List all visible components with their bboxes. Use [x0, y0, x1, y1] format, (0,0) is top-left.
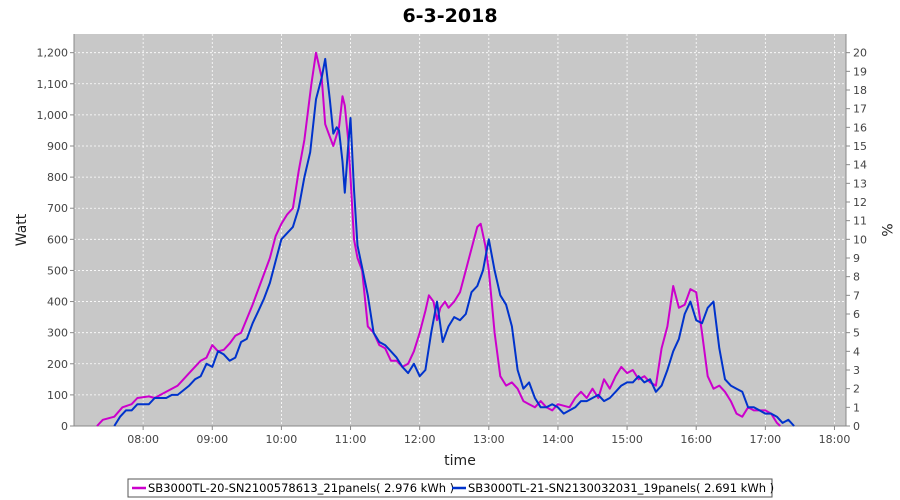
y2-tick-label: 15: [853, 140, 867, 153]
x-tick-label: 13:00: [473, 433, 505, 446]
legend-label-series-2: SB3000TL-21-SN2130032031_19panels( 2.691…: [468, 481, 774, 495]
y2-tick-label: 18: [853, 84, 867, 97]
y-tick-label: 1,100: [37, 78, 69, 91]
y-axis-label: Watt: [14, 213, 30, 246]
y2-tick-label: 8: [853, 271, 860, 284]
x-tick-label: 11:00: [335, 433, 367, 446]
y2-tick-label: 19: [853, 65, 867, 78]
y2-tick-label: 1: [853, 401, 860, 414]
y2-tick-label: 12: [853, 196, 867, 209]
chart-title: 6-3-2018: [402, 5, 497, 27]
x-tick-label: 16:00: [680, 433, 712, 446]
legend-box: [127, 478, 773, 498]
y-tick-label: 400: [47, 296, 68, 309]
y2-tick-label: 9: [853, 252, 860, 265]
series-line-1: [96, 51, 781, 427]
y-tick-label: 200: [47, 358, 68, 371]
x-axis-label: time: [444, 453, 476, 469]
y-tick-label: 300: [47, 327, 68, 340]
y-tick-label: 100: [47, 389, 68, 402]
y-tick-label: 0: [61, 420, 68, 433]
plot-area: [74, 34, 846, 426]
grid: [74, 34, 846, 427]
y-tick-label: 1,000: [37, 109, 69, 122]
y2-tick-label: 4: [853, 345, 860, 358]
y-tick-label: 600: [47, 233, 68, 246]
y2-tick-label: 7: [853, 289, 860, 302]
x-tick-label: 18:00: [819, 433, 851, 446]
x-tick-label: 10:00: [266, 433, 298, 446]
x-tick-label: 08:00: [127, 433, 159, 446]
series-layer: [96, 51, 795, 427]
y-tick-label: 800: [47, 171, 68, 184]
x-tick-label: 15:00: [611, 433, 643, 446]
y2-tick-label: 6: [853, 308, 860, 321]
y-tick-label: 900: [47, 140, 68, 153]
y2-tick-label: 16: [853, 121, 867, 134]
x-tick-label: 14:00: [542, 433, 574, 446]
y2-tick-label: 14: [853, 159, 867, 172]
y2-tick-label: 11: [853, 215, 867, 228]
y2-axis-label: %: [878, 223, 894, 236]
axes: 01002003004005006007008009001,0001,1001,…: [37, 34, 867, 446]
y2-tick-label: 10: [853, 233, 867, 246]
y2-tick-label: 0: [853, 420, 860, 433]
y2-tick-label: 3: [853, 364, 860, 377]
y-tick-label: 1,200: [37, 47, 69, 60]
x-tick-label: 17:00: [749, 433, 781, 446]
legend: SB3000TL-20-SN2100578613_21panels( 2.976…: [127, 478, 774, 498]
y2-tick-label: 2: [853, 383, 860, 396]
y2-tick-label: 13: [853, 177, 867, 190]
x-tick-label: 12:00: [404, 433, 436, 446]
y2-tick-label: 5: [853, 327, 860, 340]
y2-tick-label: 20: [853, 47, 867, 60]
y-tick-label: 500: [47, 264, 68, 277]
y-tick-label: 700: [47, 202, 68, 215]
y2-tick-label: 17: [853, 103, 867, 116]
legend-label-series-1: SB3000TL-20-SN2100578613_21panels( 2.976…: [148, 481, 454, 495]
x-tick-label: 09:00: [196, 433, 228, 446]
series-line-2: [113, 57, 795, 427]
